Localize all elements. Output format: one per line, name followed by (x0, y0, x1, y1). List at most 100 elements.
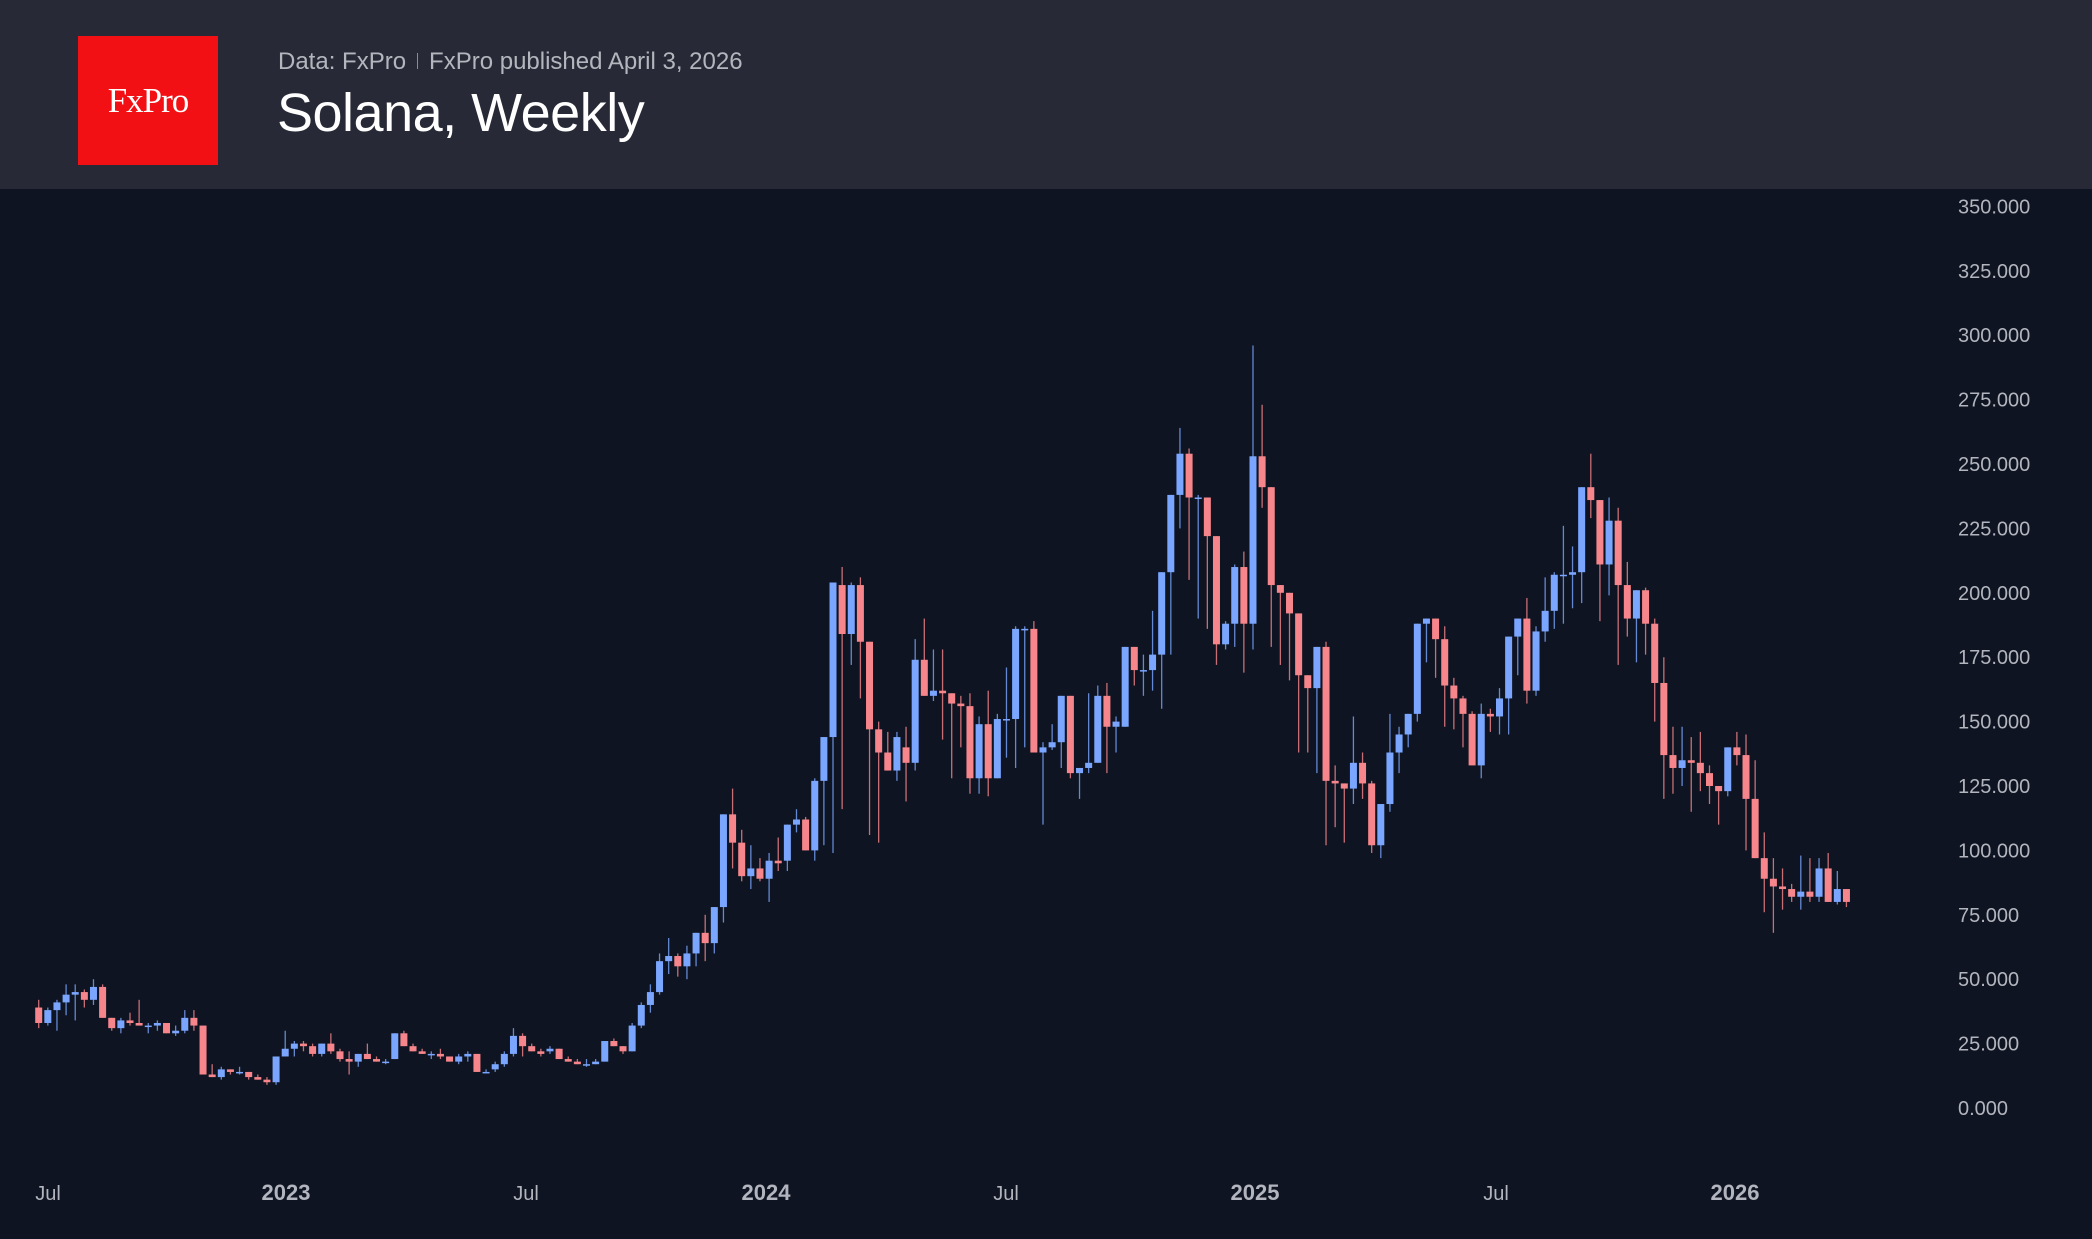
candle (1523, 597, 1531, 704)
candle (89, 979, 97, 1005)
candle (1441, 626, 1449, 727)
chart-canvas: 350.000 325.000 300.000 275.000 250.000 225.0… (35, 196, 2030, 1205)
candle (135, 999, 143, 1026)
candle (336, 1048, 344, 1062)
candle (1505, 636, 1513, 735)
candle (299, 1041, 307, 1052)
candle (546, 1046, 554, 1054)
candle (1103, 682, 1111, 774)
candles-layer (35, 345, 1850, 1085)
candle (1422, 618, 1430, 663)
candle (975, 716, 983, 794)
candle (1112, 716, 1120, 753)
candle (1286, 592, 1294, 681)
candle (555, 1048, 563, 1060)
candle (1002, 667, 1010, 758)
candle (656, 953, 664, 995)
candle (263, 1077, 271, 1085)
chart-title: Solana, Weekly (277, 83, 645, 143)
candle (1760, 832, 1768, 913)
time-tick-label: 2025 (1231, 1180, 1280, 1205)
candle (363, 1043, 371, 1060)
candle (1578, 487, 1586, 604)
price-tick-label: 175.000 (1958, 647, 2030, 669)
candle (327, 1033, 335, 1054)
candle (1651, 618, 1659, 722)
candle (747, 845, 755, 890)
candle (1359, 752, 1367, 799)
candle (1815, 858, 1823, 902)
price-tick-label: 125.000 (1958, 776, 2030, 798)
candle (765, 852, 773, 902)
candle (1687, 737, 1695, 812)
candle (1231, 564, 1239, 647)
candle (62, 984, 70, 1016)
candle (409, 1043, 417, 1052)
candle (482, 1069, 490, 1074)
price-tick-label: 75.000 (1958, 905, 2019, 927)
candle (738, 829, 746, 882)
candle (1486, 708, 1494, 732)
candle (1559, 525, 1567, 624)
candle (811, 778, 819, 861)
candle (80, 989, 88, 1008)
candle (674, 953, 682, 977)
price-axis: 350.000 325.000 300.000 275.000 250.000 225.0… (1958, 196, 2030, 1120)
candle (537, 1048, 545, 1057)
candle (1249, 345, 1257, 650)
candle (217, 1066, 225, 1080)
candle (1203, 497, 1211, 629)
candle (1313, 646, 1321, 774)
candle (1733, 731, 1741, 766)
candle (1824, 852, 1832, 902)
candle (126, 1012, 134, 1026)
candle (473, 1053, 481, 1072)
candle (1724, 747, 1732, 797)
candle (1331, 765, 1339, 828)
time-tick-label: 2026 (1711, 1180, 1760, 1205)
candle (1139, 654, 1147, 696)
candle (199, 1025, 207, 1075)
chart-meta: Data: FxPro FxPro published April 3, 2026 (278, 48, 743, 76)
candle (1012, 626, 1020, 768)
candle (628, 1022, 636, 1052)
candle (1185, 448, 1193, 580)
candle (1021, 626, 1029, 748)
candle (1642, 587, 1650, 655)
time-tick-label: 2023 (262, 1180, 311, 1205)
candle (345, 1051, 353, 1075)
candle (1085, 693, 1093, 774)
candle (1039, 742, 1047, 825)
candle (1669, 726, 1677, 794)
price-tick-label: 150.000 (1958, 712, 2030, 734)
candle (637, 1002, 645, 1029)
candle (153, 1020, 161, 1031)
candle (208, 1064, 216, 1078)
price-tick-label: 200.000 (1958, 583, 2030, 605)
logo-text: FxPro (107, 80, 190, 120)
candle (1094, 685, 1102, 763)
candle (601, 1041, 609, 1062)
time-axis: Jul 2023 Jul 2024 Jul 2025 Jul 2026 (35, 1180, 1759, 1205)
time-tick-label: 2024 (742, 1180, 792, 1205)
candle (1532, 626, 1540, 696)
candle (756, 858, 764, 882)
candle (382, 1059, 390, 1065)
candle (966, 693, 974, 794)
candle (309, 1043, 317, 1057)
candle (1121, 646, 1129, 727)
candle (528, 1043, 536, 1052)
time-tick-label: Jul (513, 1183, 539, 1205)
candle (1377, 804, 1385, 859)
meta-separator (417, 52, 419, 69)
data-source-label: Data: FxPro (278, 48, 407, 75)
candle (272, 1056, 280, 1085)
candle (1769, 858, 1777, 933)
candle (354, 1053, 362, 1067)
candle (692, 932, 700, 967)
candle (875, 721, 883, 843)
candle (1076, 767, 1084, 799)
candle (1550, 572, 1558, 629)
candle (1632, 590, 1640, 663)
candle (99, 984, 107, 1018)
